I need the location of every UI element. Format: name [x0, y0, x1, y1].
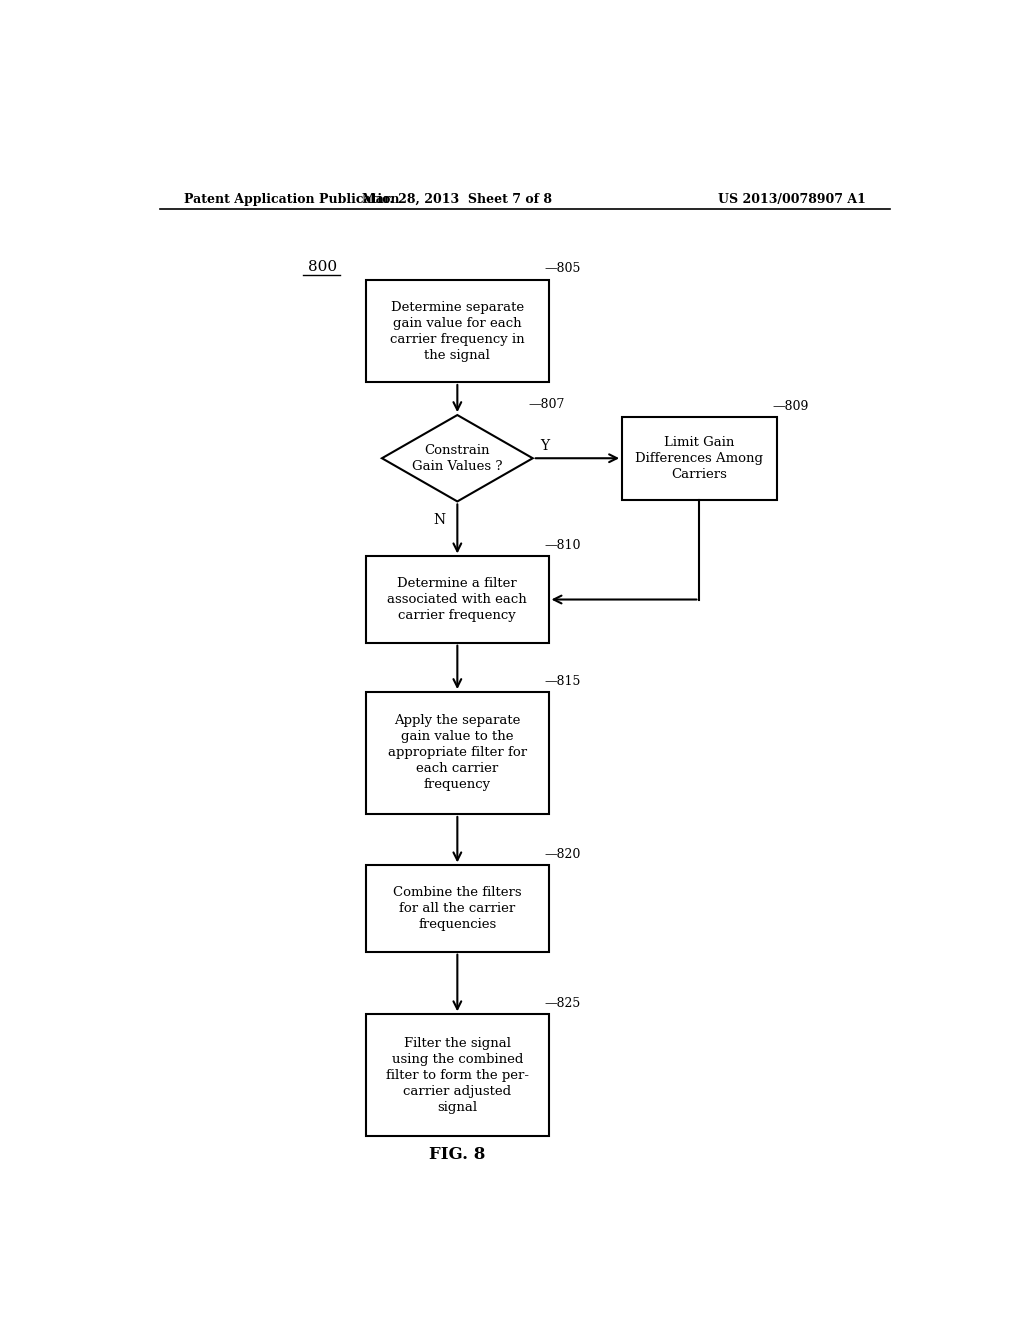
Text: —820: —820	[545, 849, 581, 861]
Text: Patent Application Publication: Patent Application Publication	[183, 193, 399, 206]
Text: N: N	[433, 512, 445, 527]
Text: —809: —809	[773, 400, 809, 412]
Bar	[367, 866, 549, 952]
Text: Combine the filters
for all the carrier
frequencies: Combine the filters for all the carrier …	[393, 886, 521, 931]
Text: —825: —825	[545, 997, 581, 1010]
Text: FIG. 8: FIG. 8	[429, 1146, 485, 1163]
Bar	[367, 280, 549, 381]
Text: —807: —807	[528, 397, 565, 411]
Polygon shape	[382, 414, 532, 502]
Bar	[367, 556, 549, 643]
Text: Determine separate
gain value for each
carrier frequency in
the signal: Determine separate gain value for each c…	[390, 301, 524, 362]
Text: —810: —810	[545, 540, 582, 552]
Bar	[367, 692, 549, 814]
Bar	[367, 1014, 549, 1137]
Text: Apply the separate
gain value to the
appropriate filter for
each carrier
frequen: Apply the separate gain value to the app…	[388, 714, 527, 792]
Text: Mar. 28, 2013  Sheet 7 of 8: Mar. 28, 2013 Sheet 7 of 8	[362, 193, 552, 206]
Text: Determine a filter
associated with each
carrier frequency: Determine a filter associated with each …	[387, 577, 527, 622]
Text: Y: Y	[541, 440, 550, 453]
Text: Filter the signal
using the combined
filter to form the per-
carrier adjusted
si: Filter the signal using the combined fil…	[386, 1036, 528, 1114]
Bar	[622, 417, 777, 500]
Text: —815: —815	[545, 675, 581, 688]
Text: 800: 800	[308, 260, 337, 275]
Text: —805: —805	[545, 263, 581, 276]
Text: US 2013/0078907 A1: US 2013/0078907 A1	[718, 193, 866, 206]
Text: Constrain
Gain Values ?: Constrain Gain Values ?	[412, 444, 503, 473]
Text: Limit Gain
Differences Among
Carriers: Limit Gain Differences Among Carriers	[635, 436, 763, 480]
